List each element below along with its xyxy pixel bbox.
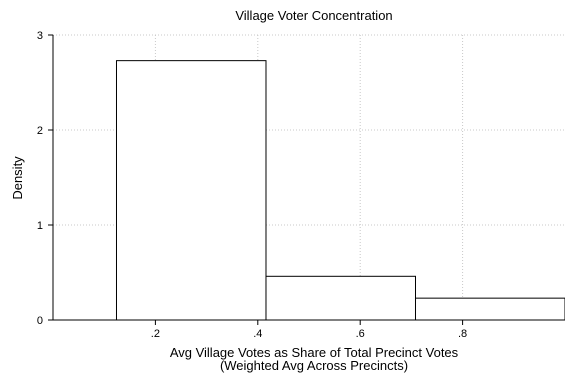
x-axis-label-line1: Avg Village Votes as Share of Total Prec… (170, 345, 459, 360)
chart-title: Village Voter Concentration (235, 8, 392, 23)
y-tick-label: 0 (37, 315, 43, 327)
histogram-bar (414, 297, 565, 321)
x-tick-label: .4 (253, 328, 262, 340)
histogram-bar (265, 275, 416, 321)
y-tick-label: 2 (37, 125, 43, 137)
x-axis-label-line2: (Weighted Avg Across Precincts) (220, 358, 408, 373)
histogram-bar (115, 60, 267, 321)
axes (52, 35, 565, 321)
x-ticks: .2 .4 .6 .8 (151, 320, 467, 340)
y-ticks: 0 1 2 3 (37, 30, 53, 327)
x-tick-label: .2 (151, 328, 160, 340)
y-axis-label: Density (10, 156, 25, 200)
x-tick-label: .8 (458, 328, 467, 340)
x-tick-label: .6 (356, 328, 365, 340)
y-tick-label: 3 (37, 30, 43, 42)
y-tick-label: 1 (37, 220, 43, 232)
histogram-bars (115, 60, 565, 321)
